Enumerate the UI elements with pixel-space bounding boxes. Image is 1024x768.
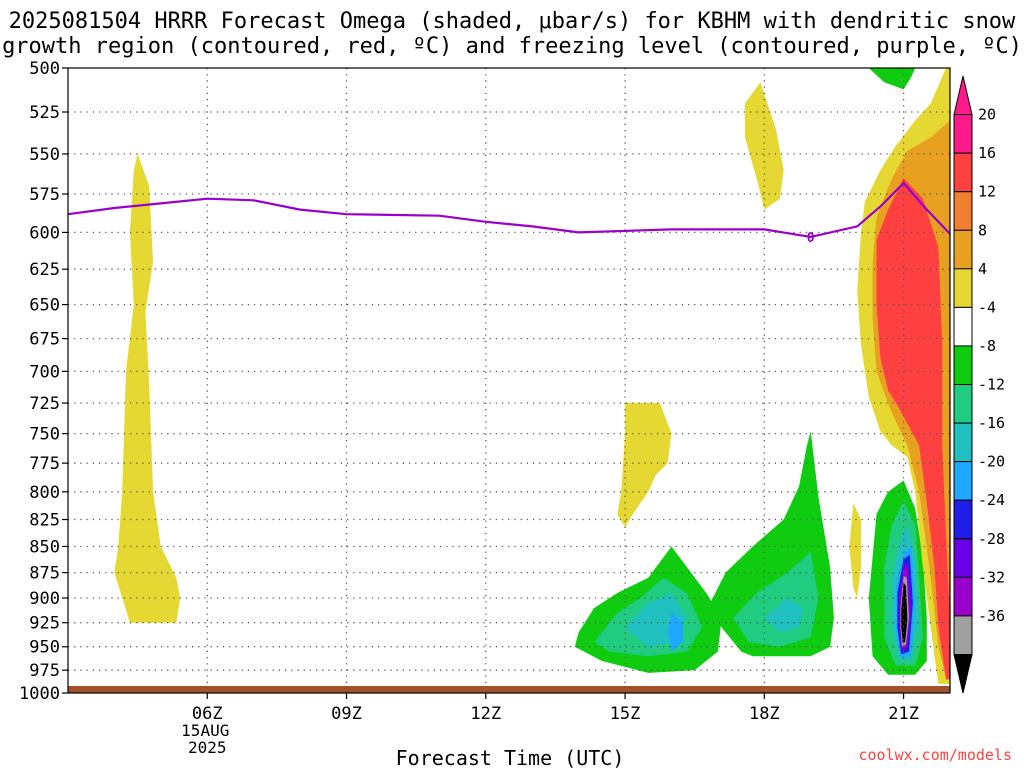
y-tick-label: 850 [29,537,60,557]
colorbar-label: -36 [978,607,1005,625]
colorbar-bin [953,306,973,347]
y-axis: 500 525 550 575 600 625 650 675 700 725 750 775 800 8… [19,59,68,704]
omega-shaded-regions [114,68,950,684]
colorbar-label: 8 [978,221,987,239]
colorbar-bin [953,384,973,424]
x-tick-label: 12Z [470,704,501,724]
y-tick-label: 725 [29,394,60,414]
colorbar-label: 12 [978,183,996,201]
colorbar-bottom-arrow [953,653,973,694]
y-tick-label: 500 [29,59,60,79]
freezing-level-layer: 0 [68,181,950,246]
x-tick-year-label: 2025 [188,738,227,757]
y-tick-label: 575 [29,185,60,205]
colorbar-label: 4 [978,260,987,278]
colorbar-label: -24 [978,491,1005,509]
colorbar-label: -32 [978,568,1005,586]
colorbar-bin [953,345,973,385]
y-tick-label: 925 [29,614,60,634]
y-tick-label: 1000 [19,684,60,704]
freezing-level-line [68,181,950,239]
colorbar-bin [953,615,973,656]
x-tick-date-label: 15AUG [181,721,229,740]
omega-region-yellow-18z-upper [745,82,784,210]
x-axis-title: Forecast Time (UTC) [396,746,625,768]
colorbar-label: -28 [978,530,1005,548]
colorbar-bin [953,538,973,578]
omega-region-yellow-20z-sliver [849,503,861,598]
plot-frame [67,67,951,694]
y-tick-label: 750 [29,425,60,445]
y-tick-label: 800 [29,483,60,503]
credit-link[interactable]: coolwx.com/models [858,746,1012,764]
grid-lines [68,68,950,693]
omega-region-red-21z-envelope [876,178,950,680]
colorbar-bin [953,114,973,154]
y-tick-label: 550 [29,145,60,165]
colorbar-label: 20 [978,106,996,124]
omega-region-yellow-column-04z [114,153,181,623]
colorbar-bin [953,499,973,540]
colorbar-bin [953,268,973,308]
colorbar-label: -12 [978,376,1005,394]
chart-title-line-2: growth region (contoured, red, ºC) and f… [2,34,1022,59]
x-tick-label: 09Z [331,704,362,724]
colorbar-bin [953,422,973,463]
chart-title-line-1: 2025081504 HRRR Forecast Omega (shaded, … [9,9,1016,34]
colorbar-bin [953,229,973,270]
y-tick-label: 825 [29,511,60,531]
y-tick-label: 650 [29,296,60,316]
colorbar: 20 16 12 8 4 -4 -8 -12 -16 -20 -24 -28 -32 -36 [953,75,1005,694]
x-tick-label: 18Z [749,704,780,724]
colorbar-label: -20 [978,453,1005,471]
y-tick-label: 875 [29,564,60,584]
colorbar-label: -16 [978,414,1005,432]
freezing-level-contour-label: 0 [807,231,815,246]
x-tick-label: 21Z [888,704,919,724]
omega-region-cyan-18z [764,598,803,633]
colorbar-bin [953,191,973,231]
y-tick-label: 975 [29,661,60,681]
y-tick-label: 625 [29,260,60,280]
colorbar-bin [953,461,973,501]
y-tick-label: 700 [29,362,60,382]
omega-region-lightblue-16z [667,612,684,652]
colorbar-label: -4 [978,298,996,316]
y-tick-label: 900 [29,589,60,609]
y-tick-label: 600 [29,223,60,243]
omega-region-green-500mb-top [868,68,916,90]
ground-strip [68,686,950,693]
colorbar-bin [953,152,973,193]
x-tick-label: 15Z [610,704,641,724]
colorbar-label: 16 [978,144,996,162]
y-tick-label: 950 [29,638,60,658]
colorbar-top-arrow [953,75,973,116]
x-tick-label: 06Z [192,704,223,724]
colorbar-label: -8 [978,337,996,355]
y-tick-label: 525 [29,103,60,123]
y-tick-label: 775 [29,454,60,474]
plot-area: 0 [67,67,951,694]
colorbar-bin [953,576,973,617]
y-tick-label: 675 [29,330,60,350]
